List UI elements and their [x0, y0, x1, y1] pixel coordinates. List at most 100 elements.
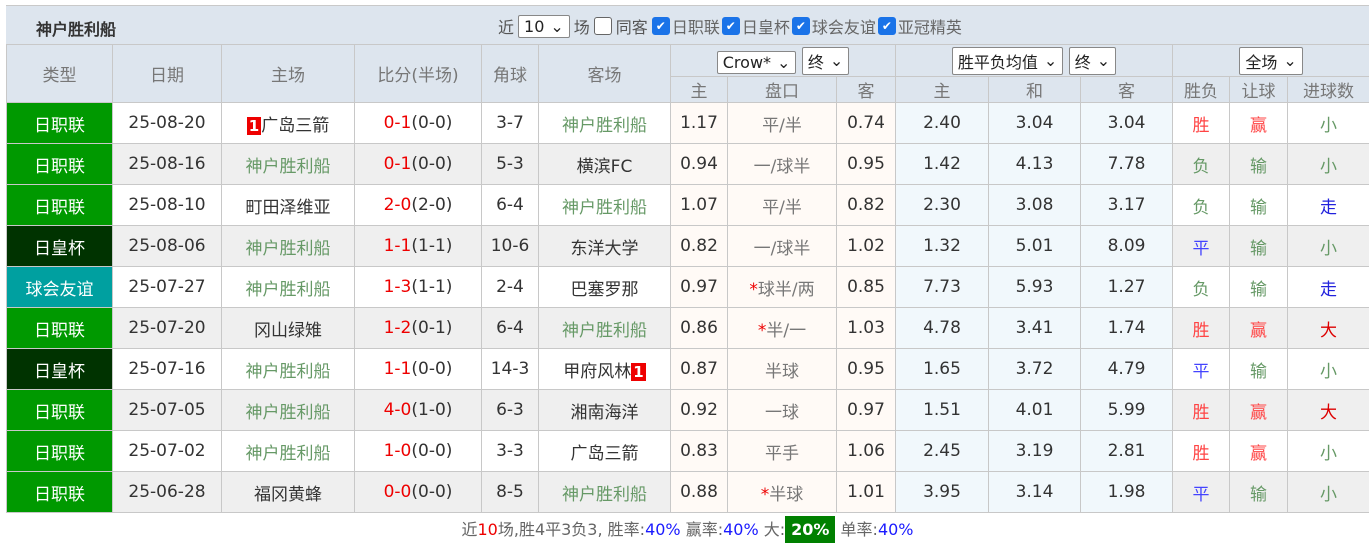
goals-result: 小 — [1288, 226, 1369, 267]
handicap-result: 输 — [1230, 472, 1288, 513]
goals-result: 走 — [1288, 267, 1369, 308]
home-team[interactable]: 神户胜利船 — [222, 390, 355, 431]
corners: 6-4 — [482, 308, 539, 349]
odd-rate: 40% — [878, 520, 914, 539]
match-type[interactable]: 日职联 — [7, 103, 113, 144]
table-row[interactable]: 日职联 25-07-20 冈山绿雉 1-2(0-1) 6-4 神户胜利船 0.8… — [7, 308, 1369, 349]
filters: 近 10⌄ 场 同客 ✔日职联✔日皇杯✔球会友谊✔亚冠精英 — [498, 14, 962, 38]
euro-home-odds: 2.45 — [896, 431, 989, 472]
away-team[interactable]: 神户胜利船 — [539, 472, 671, 513]
full-score: 0-0 — [384, 482, 412, 502]
competition-checkbox[interactable]: ✔ — [722, 17, 740, 35]
handicap-line: 一/球半 — [728, 226, 837, 267]
competition-checkbox[interactable]: ✔ — [792, 17, 810, 35]
goals-result: 走 — [1288, 185, 1369, 226]
competition-label: 亚冠精英 — [898, 14, 962, 38]
score[interactable]: 2-0(2-0) — [355, 185, 482, 226]
match-type[interactable]: 球会友谊 — [7, 267, 113, 308]
home-team[interactable]: 神户胜利船 — [222, 431, 355, 472]
away-team[interactable]: 横滨FC — [539, 144, 671, 185]
table-row[interactable]: 日职联 25-08-10 町田泽维亚 2-0(2-0) 6-4 神户胜利船 1.… — [7, 185, 1369, 226]
score[interactable]: 0-1(0-0) — [355, 144, 482, 185]
period-select[interactable]: 全场⌄ — [1239, 47, 1302, 75]
score[interactable]: 1-3(1-1) — [355, 267, 482, 308]
handicap-line-text: 一球 — [765, 403, 799, 423]
euro-home-odds: 1.65 — [896, 349, 989, 390]
match-type[interactable]: 日职联 — [7, 144, 113, 185]
full-score: 2-0 — [384, 195, 412, 215]
same-venue-checkbox[interactable] — [594, 17, 612, 35]
euro-time-select[interactable]: 终⌄ — [1069, 47, 1116, 75]
score[interactable]: 1-2(0-1) — [355, 308, 482, 349]
match-date: 25-07-16 — [113, 349, 222, 390]
table-row[interactable]: 日职联 25-06-28 福冈黄蜂 0-0(0-0) 8-5 神户胜利船 0.8… — [7, 472, 1369, 513]
home-team[interactable]: 神户胜利船 — [222, 267, 355, 308]
score[interactable]: 1-0(0-0) — [355, 431, 482, 472]
recent-count-value: 10 — [524, 17, 544, 36]
table-row[interactable]: 日职联 25-07-02 神户胜利船 1-0(0-0) 3-3 广岛三箭 0.8… — [7, 431, 1369, 472]
competition-checkbox[interactable]: ✔ — [652, 17, 670, 35]
match-type[interactable]: 日皇杯 — [7, 226, 113, 267]
match-type[interactable]: 日职联 — [7, 472, 113, 513]
full-score: 0-1 — [384, 113, 412, 133]
corners: 6-4 — [482, 185, 539, 226]
company-select[interactable]: Crow*⌄ — [717, 51, 797, 74]
match-type[interactable]: 日职联 — [7, 185, 113, 226]
handicap-line: *半球 — [728, 472, 837, 513]
away-team[interactable]: 广岛三箭 — [539, 431, 671, 472]
goals-result: 小 — [1288, 472, 1369, 513]
handicap-home-odds: 0.83 — [671, 431, 728, 472]
home-team[interactable]: 神户胜利船 — [222, 226, 355, 267]
match-type[interactable]: 日职联 — [7, 308, 113, 349]
away-team[interactable]: 神户胜利船 — [539, 103, 671, 144]
home-team[interactable]: 神户胜利船 — [222, 349, 355, 390]
chevron-down-icon: ⌄ — [550, 17, 563, 36]
handicap-line: 平/半 — [728, 185, 837, 226]
match-type[interactable]: 日职联 — [7, 390, 113, 431]
table-row[interactable]: 日职联 25-08-16 神户胜利船 0-1(0-0) 5-3 横滨FC 0.9… — [7, 144, 1369, 185]
match-date: 25-07-27 — [113, 267, 222, 308]
recent-count-select[interactable]: 10 ⌄ — [518, 15, 570, 38]
score[interactable]: 1-1(1-1) — [355, 226, 482, 267]
score[interactable]: 4-0(1-0) — [355, 390, 482, 431]
away-team[interactable]: 神户胜利船 — [539, 308, 671, 349]
chevron-down-icon: ⌄ — [1283, 51, 1296, 70]
recent-matches-panel: 神户胜利船 近 10⌄ 场 同客 ✔日职联✔日皇杯✔球会友谊✔亚冠精英 类型 日… — [6, 5, 1369, 546]
home-team[interactable]: 福冈黄蜂 — [222, 472, 355, 513]
score[interactable]: 1-1(0-0) — [355, 349, 482, 390]
match-type[interactable]: 日皇杯 — [7, 349, 113, 390]
header-score: 比分(半场) — [355, 45, 482, 103]
match-date: 25-06-28 — [113, 472, 222, 513]
away-team-name: 东洋大学 — [571, 239, 639, 259]
handicap-home-odds: 0.97 — [671, 267, 728, 308]
home-team[interactable]: 冈山绿雉 — [222, 308, 355, 349]
away-team-name: 广岛三箭 — [571, 444, 639, 464]
away-team-name: 湘南海洋 — [571, 403, 639, 423]
title-bar: 神户胜利船 近 10⌄ 场 同客 ✔日职联✔日皇杯✔球会友谊✔亚冠精英 — [6, 5, 1369, 44]
away-team[interactable]: 湘南海洋 — [539, 390, 671, 431]
match-type[interactable]: 日职联 — [7, 431, 113, 472]
table-row[interactable]: 日皇杯 25-08-06 神户胜利船 1-1(1-1) 10-6 东洋大学 0.… — [7, 226, 1369, 267]
score[interactable]: 0-1(0-0) — [355, 103, 482, 144]
table-row[interactable]: 球会友谊 25-07-27 神户胜利船 1-3(1-1) 2-4 巴塞罗那 0.… — [7, 267, 1369, 308]
home-team-name: 神户胜利船 — [246, 403, 331, 423]
home-team[interactable]: 町田泽维亚 — [222, 185, 355, 226]
odds-time-select[interactable]: 终⌄ — [802, 47, 849, 75]
away-team[interactable]: 神户胜利船 — [539, 185, 671, 226]
score[interactable]: 0-0(0-0) — [355, 472, 482, 513]
handicap-line: 一球 — [728, 390, 837, 431]
handicap-result: 输 — [1230, 185, 1288, 226]
table-row[interactable]: 日职联 25-07-05 神户胜利船 4-0(1-0) 6-3 湘南海洋 0.9… — [7, 390, 1369, 431]
home-team[interactable]: 神户胜利船 — [222, 144, 355, 185]
half-score: (1-1) — [411, 236, 452, 256]
euro-select[interactable]: 胜平负均值⌄ — [952, 47, 1063, 75]
handicap-result: 输 — [1230, 349, 1288, 390]
competition-label: 日皇杯 — [742, 14, 790, 38]
competition-checkbox[interactable]: ✔ — [878, 17, 896, 35]
away-team[interactable]: 东洋大学 — [539, 226, 671, 267]
away-team[interactable]: 巴塞罗那 — [539, 267, 671, 308]
